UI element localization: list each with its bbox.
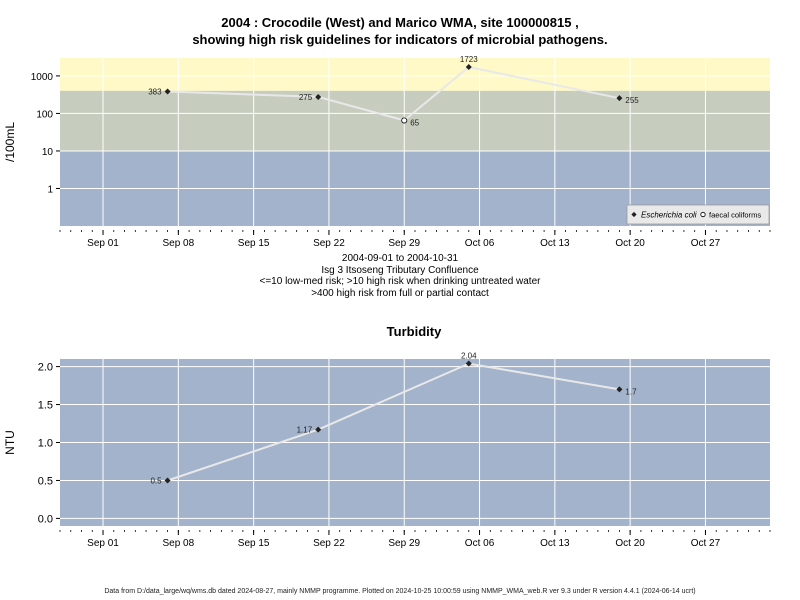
p1-series1-data-label-3: 1723 [460,55,478,64]
p2-x-tick-label-6: Oct 06 [465,538,495,549]
p1-x-tick-label-3: Sep 15 [238,238,270,249]
p2-x-tick-label-4: Sep 22 [313,538,345,549]
p1-y-tick-label-1: 1 [47,184,53,195]
p2-y-tick-label-4: 1.5 [38,400,53,412]
p1-x-tick-label-4: Sep 22 [313,238,345,249]
p2-x-tick-label-8: Oct 20 [615,538,645,549]
p2-series1-data-label-1: 0.5 [150,476,162,485]
p1-x-tick-label-9: Oct 27 [691,238,721,249]
p2-x-tick-label-5: Sep 29 [388,538,420,549]
p2-series1-data-label-4: 1.7 [625,387,637,396]
p2-series1-point-3 [465,360,472,367]
p1-series2-data-label-1: 65 [410,118,419,127]
p2-x-tick-label-3: Sep 15 [238,538,270,549]
p2-series1-data-label-2: 1.17 [297,426,313,435]
caption-risk-note-high: >400 high risk from full or partial cont… [311,287,489,299]
p1-series1-data-label-2: 275 [299,93,313,102]
p1-y-axis-label: /100mL [3,122,17,162]
p1-series1-point-2 [315,93,322,100]
p2-series1-point-1 [164,477,171,484]
p1-legend-label-2: faecal coliforms [709,211,761,220]
p1-risk-band-1 [60,58,770,91]
p2-x-tick-label-9: Oct 27 [691,538,721,549]
p1-legend-label-1: Escherichia coli [641,211,697,220]
p1-series1-data-label-4: 255 [625,96,639,105]
chart-title-line2: showing high risk guidelines for indicat… [192,32,608,47]
p1-y-tick-label-2: 10 [42,147,54,158]
p1-series2-point-1 [401,117,408,124]
p2-series1-data-label-3: 2.04 [461,352,477,361]
p1-legend-box [626,204,770,225]
footer-note: Data from D:/data_large/wq/wms.db dated … [104,588,696,595]
p2-y-tick-label-2: 0.5 [38,475,53,487]
p1-x-tick-label-8: Oct 20 [615,238,645,249]
p2-y-tick-label-1: 0.0 [38,513,53,525]
p1-y-tick-label-3: 100 [36,109,53,120]
caption-site-name: Isg 3 Itsoseng Tributary Confluence [321,264,479,276]
p1-legend-marker-2 [700,211,706,218]
p1-x-tick-label-6: Oct 06 [465,238,495,249]
caption-risk-note-low: <=10 low-med risk; >10 high risk when dr… [259,276,541,287]
p2-y-tick-label-3: 1.0 [38,438,53,450]
p1-x-tick-label-5: Sep 29 [388,238,420,249]
p1-series1-data-label-1: 383 [148,88,162,97]
p1-x-tick-label-1: Sep 01 [87,238,119,249]
p1-series1-point-4 [616,95,623,102]
p2-x-tick-label-1: Sep 01 [87,538,119,549]
p2-series1-point-2 [315,426,322,433]
chart-title: 2004 : Crocodile (West) and Marico WMA, … [0,14,800,48]
p1-y-tick-label-4: 1000 [31,72,54,83]
chart-title-line1: 2004 : Crocodile (West) and Marico WMA, … [221,15,579,30]
p1-x-tick-label-2: Sep 08 [162,238,194,249]
p1-legend-marker-1 [631,211,637,218]
p1-series1-point-1 [164,88,171,95]
p1-series1-point-3 [465,64,472,71]
p2-series1-point-4 [616,386,623,393]
p2-series-line [167,362,620,482]
p1-x-tick-label-7: Oct 13 [540,238,570,249]
p2-x-tick-label-7: Oct 13 [540,538,570,549]
caption-date-range: 2004-09-01 to 2004-10-31 [341,253,459,264]
p2-panel-title: Turbidity [387,324,442,339]
p2-x-tick-label-2: Sep 08 [162,538,194,549]
chart-caption: 2004-09-01 to 2004-10-31 Isg 3 Itsoseng … [0,253,800,299]
p2-y-tick-label-5: 2.0 [38,362,53,374]
p2-y-axis-label: NTU [3,430,17,455]
